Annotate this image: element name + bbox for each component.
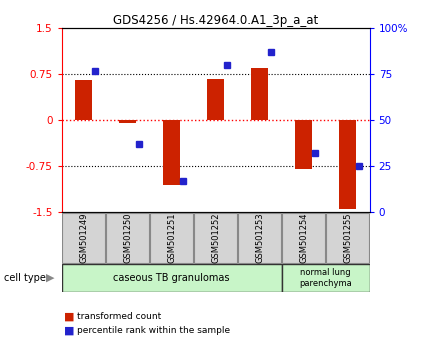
FancyBboxPatch shape bbox=[62, 213, 105, 263]
FancyBboxPatch shape bbox=[106, 213, 149, 263]
Text: ▶: ▶ bbox=[46, 273, 55, 283]
Text: GSM501252: GSM501252 bbox=[211, 213, 220, 263]
Title: GDS4256 / Hs.42964.0.A1_3p_a_at: GDS4256 / Hs.42964.0.A1_3p_a_at bbox=[113, 14, 318, 27]
Bar bbox=[251, 68, 268, 120]
FancyBboxPatch shape bbox=[194, 213, 237, 263]
FancyBboxPatch shape bbox=[326, 213, 369, 263]
Text: GSM501250: GSM501250 bbox=[123, 213, 132, 263]
Text: GSM501251: GSM501251 bbox=[167, 213, 176, 263]
Bar bbox=[207, 79, 224, 120]
Text: GSM501254: GSM501254 bbox=[299, 213, 308, 263]
Text: ■: ■ bbox=[64, 326, 74, 336]
FancyBboxPatch shape bbox=[238, 213, 281, 263]
FancyBboxPatch shape bbox=[282, 213, 325, 263]
Bar bbox=[119, 120, 136, 124]
FancyBboxPatch shape bbox=[62, 264, 282, 292]
Text: cell type: cell type bbox=[4, 273, 46, 283]
Text: ■: ■ bbox=[64, 312, 74, 322]
Bar bbox=[75, 80, 92, 120]
Text: transformed count: transformed count bbox=[77, 312, 161, 321]
Text: GSM501253: GSM501253 bbox=[255, 213, 264, 263]
Text: percentile rank within the sample: percentile rank within the sample bbox=[77, 326, 230, 336]
Bar bbox=[163, 120, 180, 185]
Text: GSM501255: GSM501255 bbox=[343, 213, 352, 263]
Bar bbox=[295, 120, 312, 170]
FancyBboxPatch shape bbox=[282, 264, 370, 292]
Text: normal lung
parenchyma: normal lung parenchyma bbox=[299, 268, 352, 287]
Text: GSM501249: GSM501249 bbox=[79, 213, 88, 263]
FancyBboxPatch shape bbox=[150, 213, 193, 263]
Bar bbox=[339, 120, 356, 209]
Text: caseous TB granulomas: caseous TB granulomas bbox=[114, 273, 230, 283]
